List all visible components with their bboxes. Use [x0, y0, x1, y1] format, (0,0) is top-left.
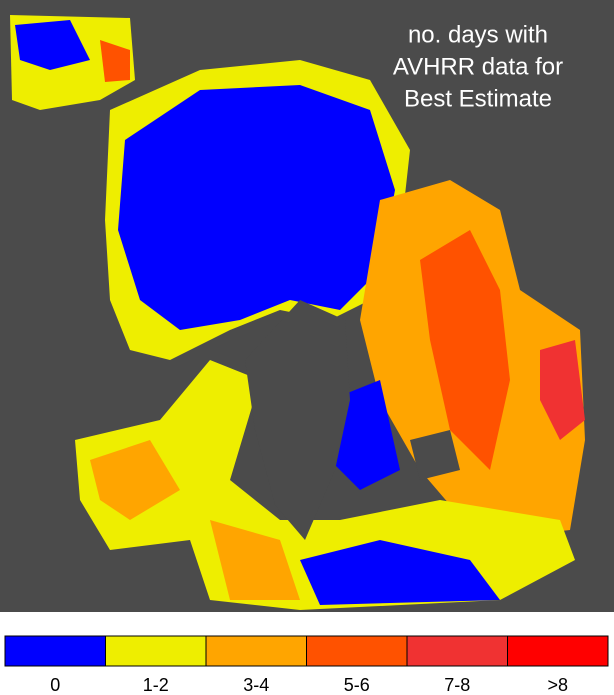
land-region — [100, 40, 130, 82]
map — [0, 0, 614, 612]
legend: 0 1-2 3-4 5-6 7-8 >8 — [4, 635, 609, 695]
land-region — [75, 360, 575, 610]
legend-label: 7-8 — [444, 675, 470, 695]
land-gap — [410, 430, 460, 480]
legend-swatch — [306, 635, 408, 667]
legend-label: 5-6 — [344, 675, 370, 695]
greenland — [245, 300, 350, 540]
land-region — [90, 440, 180, 520]
legend-swatch — [105, 635, 207, 667]
title-line: Best Estimate — [404, 85, 552, 112]
land-region — [420, 230, 510, 470]
land-region — [15, 20, 90, 70]
legend-label: 1-2 — [143, 675, 169, 695]
legend-label: 0 — [50, 675, 60, 695]
land-region — [540, 340, 585, 440]
title-line: no. days with — [408, 21, 548, 48]
legend-swatch — [4, 635, 106, 667]
title-line: AVHRR data for — [393, 53, 563, 80]
ocean-region — [118, 85, 395, 330]
land-region — [210, 520, 300, 600]
legend-swatch — [406, 635, 508, 667]
legend-swatch — [205, 635, 307, 667]
legend-label: >8 — [547, 675, 568, 695]
ocean-region — [300, 540, 500, 605]
map-title: no. days with AVHRR data for Best Estimate — [393, 21, 563, 112]
legend-swatch — [507, 635, 609, 667]
legend-label: 3-4 — [243, 675, 269, 695]
